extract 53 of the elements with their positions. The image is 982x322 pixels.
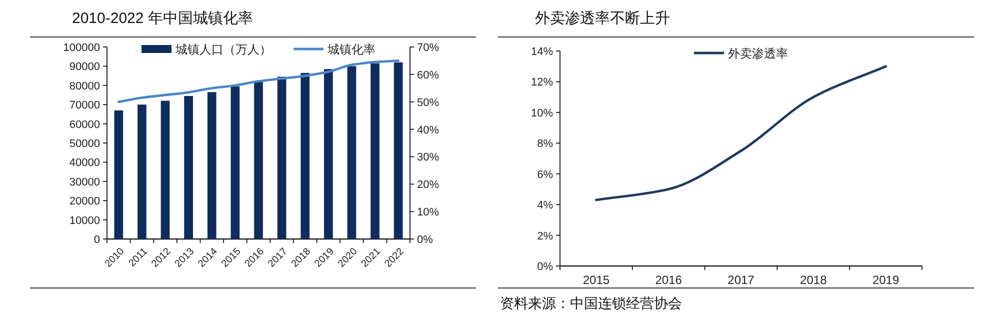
legend-label: 城镇人口（万人）: [174, 42, 272, 56]
line-series: [595, 65, 887, 202]
y-tick-label: 100000: [63, 42, 100, 54]
y-tick-label: 0: [94, 234, 100, 246]
y-tick-label: 2%: [537, 230, 554, 242]
x-tick-label: 2017: [728, 273, 755, 287]
bar: [114, 110, 124, 239]
y-tick-label: 6%: [537, 168, 554, 181]
bar: [254, 82, 263, 239]
bar: [324, 69, 333, 239]
x-tick-label: 2016: [655, 273, 682, 287]
bar: [347, 66, 356, 239]
line-series: [117, 60, 400, 104]
y-tick-label: 90000: [69, 61, 100, 74]
legend-label: 城镇化率: [326, 42, 376, 56]
y-tick-label: 10000: [69, 214, 100, 227]
y2-tick-label: 50%: [417, 96, 440, 109]
y-tick-label: 4%: [537, 200, 554, 212]
y2-tick-label: 0%: [417, 234, 434, 246]
y-tick-label: 80000: [69, 80, 100, 92]
y-tick-label: 12%: [530, 76, 554, 89]
text: 资料来源：中国连锁经营协会: [500, 295, 682, 311]
bar: [184, 96, 194, 239]
y2-tick-label: 70%: [417, 42, 440, 54]
bar: [160, 100, 170, 239]
y-tick-label: 0%: [537, 261, 554, 273]
bar: [300, 72, 310, 239]
bar: [277, 76, 286, 239]
bar: [138, 104, 146, 239]
y-tick-label: 20000: [69, 196, 100, 208]
y2-tick-label: 60%: [417, 69, 440, 82]
x-tick-label: 2018: [800, 273, 828, 287]
y-tick-label: 70000: [69, 100, 100, 112]
y-tick-label: 50000: [69, 138, 100, 150]
y-tick-label: 14%: [530, 46, 554, 58]
bar: [207, 92, 216, 239]
chart-title: 外卖渗透率不断上升: [535, 10, 670, 27]
y-tick-label: 30000: [69, 176, 100, 188]
y2-tick-label: 10%: [417, 206, 440, 219]
y2-tick-label: 40%: [417, 124, 440, 136]
y2-tick-label: 30%: [417, 152, 440, 164]
y-tick-label: 60000: [69, 118, 100, 131]
y-tick-label: 8%: [537, 138, 554, 150]
x-tick-label: 2019: [872, 273, 900, 287]
y-tick-label: 40000: [69, 157, 100, 170]
y-tick-label: 10%: [530, 107, 554, 120]
x-tick-label: 2015: [582, 273, 610, 287]
chart-title: 2010-2022 年中国城镇化率: [72, 10, 253, 27]
bar: [394, 62, 403, 239]
bar: [230, 86, 240, 239]
bar: [370, 63, 380, 239]
y2-tick-label: 20%: [417, 179, 440, 192]
legend-label: 外卖渗透率: [728, 46, 788, 60]
